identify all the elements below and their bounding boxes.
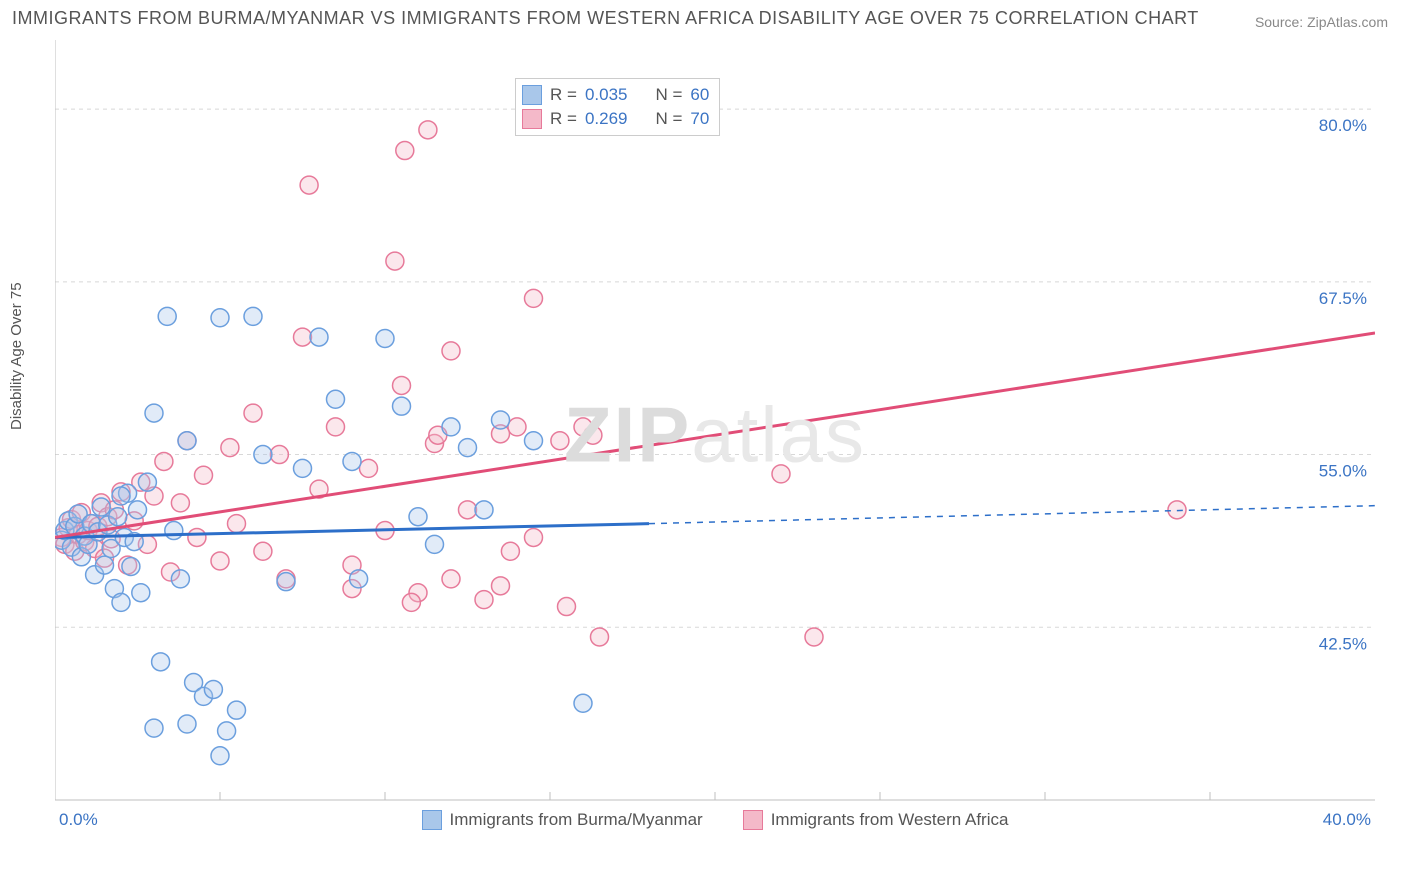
legend-item: Immigrants from Burma/Myanmar [422, 810, 703, 830]
legend-swatch [522, 85, 542, 105]
y-axis-label: Disability Age Over 75 [8, 282, 25, 430]
scatter-chart-svg: 42.5% 55.0% 67.5% 80.0% [55, 40, 1375, 830]
chart-area: 42.5%55.0%67.5%80.0% ZIPatlas R =0.035N … [55, 40, 1375, 830]
stats-legend: R = 0.035 N = 60 R = 0.269 N = 70 [515, 78, 720, 136]
r-value: 0.269 [585, 109, 628, 129]
stats-legend-row: R = 0.035 N = 60 [522, 83, 709, 107]
svg-text:67.5%: 67.5% [1319, 289, 1367, 308]
bottom-legend: Immigrants from Burma/Myanmar Immigrants … [55, 810, 1375, 830]
stats-legend-row: R = 0.269 N = 70 [522, 107, 709, 131]
source-label: Source: ZipAtlas.com [1255, 14, 1388, 30]
n-value: 60 [690, 85, 709, 105]
svg-text:80.0%: 80.0% [1319, 116, 1367, 135]
r-value: 0.035 [585, 85, 628, 105]
svg-text:55.0%: 55.0% [1319, 462, 1367, 481]
n-value: 70 [690, 109, 709, 129]
r-label: R = [550, 85, 577, 105]
legend-label: Immigrants from Burma/Myanmar [450, 810, 703, 830]
legend-swatch [743, 810, 763, 830]
chart-title: IMMIGRANTS FROM BURMA/MYANMAR VS IMMIGRA… [12, 8, 1199, 29]
svg-text:42.5%: 42.5% [1319, 634, 1367, 653]
r-label: R = [550, 109, 577, 129]
legend-swatch [422, 810, 442, 830]
legend-item: Immigrants from Western Africa [743, 810, 1009, 830]
legend-swatch [522, 109, 542, 129]
legend-label: Immigrants from Western Africa [771, 810, 1009, 830]
n-label: N = [655, 85, 682, 105]
n-label: N = [655, 109, 682, 129]
